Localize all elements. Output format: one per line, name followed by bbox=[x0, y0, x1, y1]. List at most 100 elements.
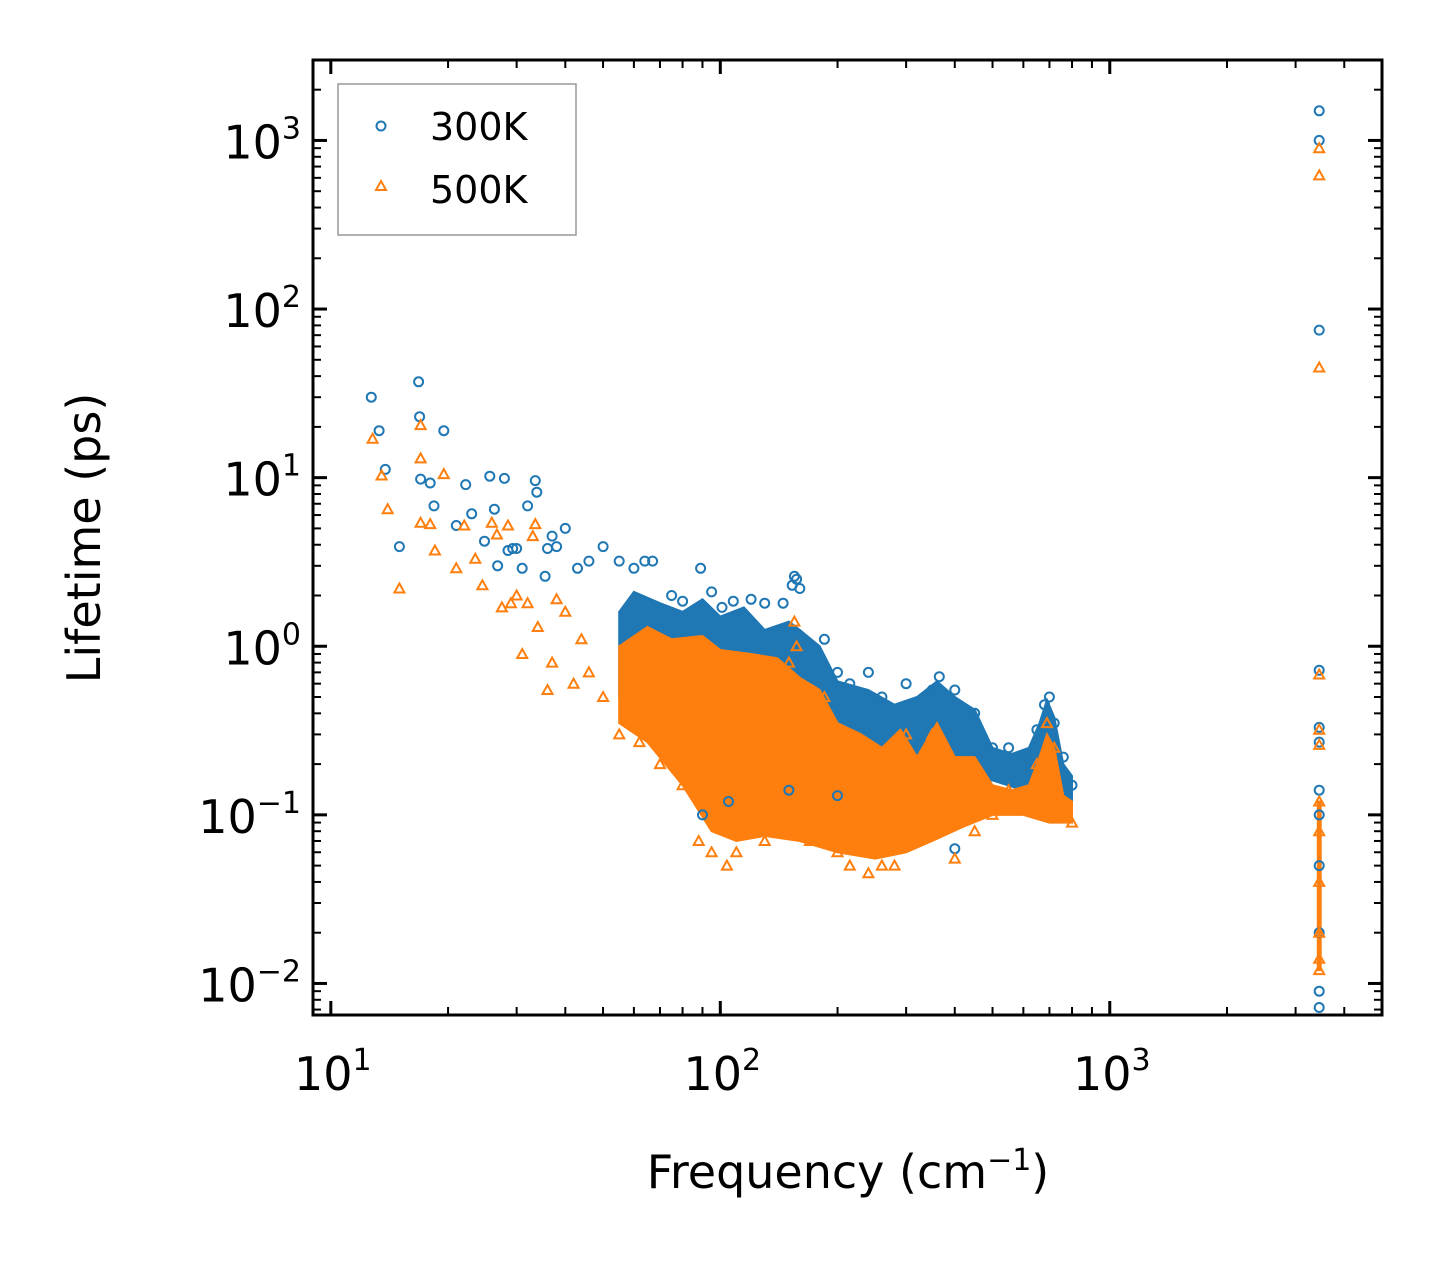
point-500k bbox=[899, 727, 913, 740]
legend-marker-300k bbox=[375, 120, 387, 132]
point-500k bbox=[692, 833, 706, 846]
point-500k bbox=[596, 689, 610, 702]
point-500k bbox=[985, 807, 1000, 820]
point-300k bbox=[583, 555, 595, 567]
point-300k bbox=[876, 691, 888, 703]
point-300k bbox=[832, 666, 843, 678]
point-300k bbox=[484, 470, 496, 482]
point-500k bbox=[549, 592, 564, 605]
point-300k bbox=[498, 472, 510, 484]
point-300k bbox=[745, 593, 757, 605]
point-500k bbox=[1312, 925, 1326, 938]
x-axis-label: Frequency (cm−1) bbox=[647, 1143, 1050, 1199]
point-500k bbox=[1030, 757, 1044, 770]
point-500k bbox=[729, 845, 744, 858]
point-300k bbox=[1043, 691, 1055, 703]
point-500k bbox=[582, 665, 596, 678]
point-300k bbox=[1066, 779, 1078, 791]
point-500k bbox=[574, 632, 589, 645]
point-300k bbox=[794, 583, 806, 594]
point-300k bbox=[706, 586, 718, 598]
point-500k bbox=[925, 727, 939, 740]
point-300k bbox=[516, 562, 528, 574]
point-300k bbox=[949, 684, 961, 696]
point-300k bbox=[1057, 751, 1069, 763]
point-500k bbox=[520, 596, 535, 609]
point-500k bbox=[545, 655, 559, 668]
point-500k bbox=[830, 845, 845, 858]
point-300k bbox=[1313, 1002, 1325, 1013]
point-500k bbox=[413, 451, 428, 464]
point-300k bbox=[415, 473, 427, 485]
point-500k bbox=[720, 858, 734, 871]
point-500k bbox=[515, 646, 529, 659]
point-300k bbox=[559, 522, 571, 534]
point-500k bbox=[1312, 667, 1326, 680]
point-300k bbox=[1313, 784, 1325, 796]
point-300k bbox=[373, 425, 385, 437]
point-500k bbox=[475, 578, 490, 591]
point-300k bbox=[479, 535, 490, 547]
point-300k bbox=[716, 601, 728, 613]
x-tick-label: 102 bbox=[683, 1043, 761, 1101]
point-300k bbox=[379, 463, 391, 475]
point-300k bbox=[987, 742, 998, 754]
point-300k bbox=[507, 543, 519, 554]
y-axis-label: Lifetime (ps) bbox=[57, 393, 111, 684]
point-500k bbox=[374, 468, 389, 481]
point-300k bbox=[1313, 860, 1325, 872]
point-500k bbox=[392, 581, 407, 594]
point-500k bbox=[789, 639, 804, 652]
legend-box bbox=[337, 83, 577, 236]
point-300k bbox=[597, 541, 609, 553]
point-300k bbox=[900, 678, 912, 690]
point-300k bbox=[862, 666, 874, 678]
point-500k bbox=[1016, 788, 1031, 801]
dense-point-bands bbox=[618, 590, 1322, 972]
point-300k bbox=[844, 678, 856, 690]
scatter-points bbox=[365, 105, 1326, 1013]
point-300k bbox=[639, 555, 651, 567]
point-500k bbox=[1312, 141, 1326, 154]
point-500k bbox=[381, 502, 395, 515]
point-500k bbox=[413, 418, 428, 431]
point-500k bbox=[787, 614, 802, 627]
point-300k bbox=[1313, 664, 1325, 676]
point-300k bbox=[933, 671, 945, 683]
point-300k bbox=[542, 543, 553, 554]
point-500k bbox=[528, 517, 542, 530]
point-500k bbox=[843, 858, 857, 871]
point-500k bbox=[558, 604, 572, 617]
legend-label-500k: 500K bbox=[430, 168, 529, 212]
point-300k bbox=[1039, 699, 1050, 711]
point-500k bbox=[968, 824, 982, 837]
point-500k bbox=[1312, 874, 1326, 887]
point-500k bbox=[365, 431, 380, 444]
y-tick-label: 102 bbox=[223, 280, 301, 338]
point-300k bbox=[511, 543, 523, 554]
point-500k bbox=[449, 561, 463, 574]
point-300k bbox=[460, 479, 472, 491]
point-300k bbox=[531, 486, 543, 498]
point-300k bbox=[1017, 751, 1029, 763]
point-300k bbox=[1313, 324, 1325, 336]
point-500k bbox=[1312, 168, 1326, 181]
point-500k bbox=[1047, 740, 1061, 753]
point-500k bbox=[531, 619, 545, 632]
point-500k bbox=[632, 735, 647, 748]
point-300k bbox=[1313, 985, 1325, 997]
point-500k bbox=[1001, 783, 1016, 796]
point-500k bbox=[1040, 716, 1054, 729]
point-500k bbox=[504, 596, 518, 609]
point-300k bbox=[777, 597, 789, 609]
point-500k bbox=[437, 467, 451, 480]
legend: 300K 500K bbox=[337, 83, 577, 236]
point-500k bbox=[1312, 722, 1326, 735]
point-300k bbox=[522, 500, 534, 512]
point-500k bbox=[485, 515, 499, 528]
point-300k bbox=[424, 477, 436, 489]
point-500k bbox=[1312, 360, 1326, 373]
y-tick-label: 10−1 bbox=[198, 786, 301, 844]
point-300k bbox=[666, 590, 678, 601]
